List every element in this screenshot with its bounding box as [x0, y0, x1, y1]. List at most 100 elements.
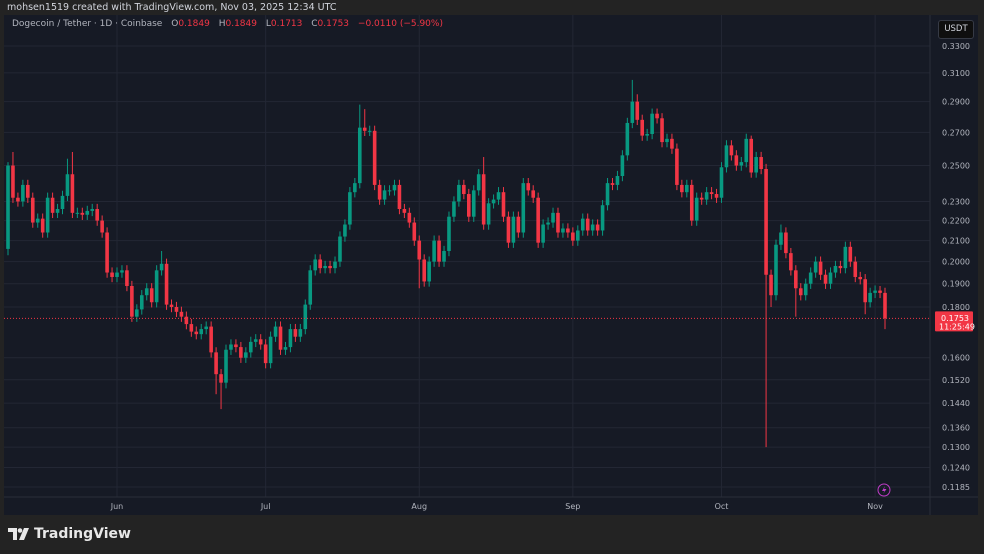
- candle-up: [779, 232, 783, 245]
- candle-up: [754, 157, 758, 173]
- candle-down: [407, 212, 412, 223]
- candle-down: [362, 127, 367, 131]
- candle-up: [561, 228, 565, 233]
- candle-up: [253, 339, 258, 342]
- candle-down: [883, 292, 887, 319]
- candle-up: [442, 251, 446, 262]
- candle-down: [164, 263, 169, 305]
- candle-up: [620, 155, 625, 177]
- candle-up: [719, 167, 724, 198]
- lightning-icon[interactable]: [877, 483, 891, 497]
- candle-down: [437, 240, 441, 262]
- price-tick-label: 0.2000: [942, 258, 970, 267]
- symbol-name[interactable]: Dogecoin / Tether · 1D · Coinbase: [12, 19, 163, 29]
- date-tick-label: Sep: [565, 502, 580, 511]
- attribution-text: mohsen1519 created with TradingView.com,…: [7, 2, 337, 13]
- candle-up: [739, 162, 744, 166]
- lightning-glyph: [882, 486, 887, 494]
- candle-down: [194, 331, 199, 335]
- candle-up: [476, 174, 481, 191]
- candle-down: [858, 276, 863, 280]
- candle-up: [486, 203, 491, 225]
- candle-down: [794, 270, 798, 289]
- close-value: 0.1753: [317, 19, 350, 29]
- candle-down: [402, 209, 407, 213]
- last-price-value: 0.1753: [941, 314, 969, 323]
- candle-up: [308, 270, 313, 305]
- candle-down: [130, 285, 134, 317]
- candle-down: [50, 197, 55, 213]
- candle-up: [144, 288, 149, 296]
- price-tick-label: 0.2900: [942, 98, 970, 107]
- date-tick-label: Oct: [715, 502, 729, 511]
- candle-up: [229, 344, 233, 350]
- tradingview-logo[interactable]: TradingView: [8, 526, 131, 542]
- candle-up: [704, 192, 709, 200]
- currency-button[interactable]: USDT: [938, 20, 974, 39]
- candle-up: [580, 218, 585, 231]
- candle-down: [699, 197, 704, 200]
- candle-down: [70, 174, 75, 213]
- candle-up: [159, 263, 164, 271]
- candle-down: [680, 184, 684, 193]
- candle-up: [21, 184, 25, 202]
- candle-up: [248, 341, 253, 353]
- candle-up: [828, 272, 833, 284]
- candle-down: [501, 192, 506, 217]
- candle-up: [6, 165, 10, 249]
- candle-down: [556, 212, 560, 233]
- candle-up: [447, 216, 451, 252]
- candle-down: [377, 184, 382, 200]
- candle-up: [457, 184, 461, 202]
- candle-down: [318, 259, 322, 269]
- candle-down: [412, 222, 417, 241]
- candle-down: [219, 374, 223, 383]
- price-tick-label: 0.1185: [942, 483, 970, 492]
- candle-down: [481, 174, 486, 225]
- candle-up: [491, 199, 496, 204]
- candle-up: [303, 304, 308, 330]
- candle-down: [823, 274, 828, 284]
- open-label: O: [171, 19, 179, 29]
- candle-up: [868, 292, 872, 303]
- candle-down: [174, 307, 179, 312]
- footer-brand: TradingView: [34, 526, 131, 542]
- tradingview-logo-icon: [8, 528, 29, 540]
- candle-down: [838, 265, 843, 269]
- high-value: 0.1849: [225, 19, 257, 29]
- candle-down: [516, 216, 521, 233]
- candle-up: [471, 190, 476, 217]
- close-label: C: [311, 19, 318, 29]
- candle-up: [283, 347, 288, 350]
- candle-up: [90, 209, 95, 211]
- candle-up: [298, 329, 303, 337]
- candle-down: [640, 119, 645, 136]
- candle-up: [139, 295, 144, 310]
- candle-down: [635, 101, 640, 120]
- candle-up: [551, 212, 555, 223]
- candle-up: [224, 349, 228, 383]
- price-tick-label: 0.1900: [942, 280, 970, 289]
- candle-up: [452, 201, 456, 217]
- candle-down: [526, 183, 531, 191]
- price-tick-label: 0.2100: [942, 237, 970, 246]
- candle-up: [120, 270, 124, 273]
- candle-down: [239, 347, 243, 358]
- candle-down: [878, 290, 882, 293]
- candle-down: [585, 218, 590, 231]
- candle-down: [709, 192, 714, 195]
- candle-up: [843, 246, 848, 269]
- candle-up: [343, 224, 347, 237]
- candle-up: [665, 138, 669, 143]
- high-label: H: [218, 19, 226, 29]
- candle-up: [382, 190, 387, 200]
- price-tick-label: 0.3100: [942, 69, 970, 78]
- candle-up: [833, 265, 838, 273]
- candle-up: [387, 190, 392, 192]
- candle-down: [462, 184, 466, 195]
- candle-up: [60, 195, 65, 210]
- candle-up: [774, 244, 778, 296]
- candle-up: [541, 224, 545, 243]
- candle-down: [184, 316, 189, 325]
